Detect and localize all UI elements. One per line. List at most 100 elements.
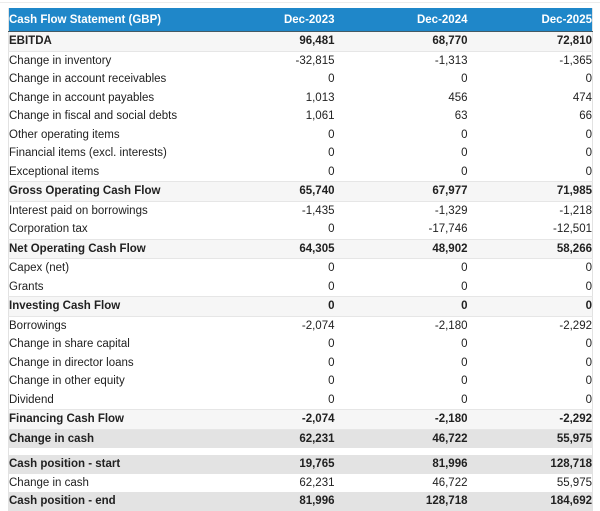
table-row: Investing Cash Flow 0 0 0	[8, 296, 593, 317]
row-value: 0	[467, 70, 593, 89]
row-value: 0	[204, 335, 335, 354]
row-value: 0	[204, 296, 335, 317]
row-label: EBITDA	[8, 31, 205, 52]
table-row: Capex (net) 0 0 0	[8, 258, 593, 278]
row-value: 55,975	[467, 473, 593, 492]
table-row: Change in director loans 0 0 0	[8, 353, 593, 372]
row-label: Grants	[8, 277, 205, 297]
row-value: 0	[204, 372, 335, 391]
row-value: 184,692	[467, 492, 593, 511]
table-row: Change in account payables 1,013 456 474	[8, 88, 593, 107]
row-value: 66	[467, 107, 593, 126]
row-value: 0	[334, 70, 468, 89]
row-label: Other operating items	[8, 125, 205, 144]
row-value: -17,746	[334, 220, 468, 239]
row-value: 0	[204, 125, 335, 144]
row-label: Change in share capital	[8, 335, 205, 354]
row-value: 67,977	[334, 181, 468, 202]
row-value: -1,365	[467, 51, 593, 70]
row-label: Change in other equity	[8, 372, 205, 391]
row-value: 0	[204, 220, 335, 239]
row-value: 0	[467, 353, 593, 372]
row-value: -32,815	[204, 51, 335, 70]
table-row: EBITDA 96,481 68,770 72,810	[8, 31, 593, 52]
row-value: 0	[204, 144, 335, 163]
table-row: Change in cash 62,231 46,722 55,975	[8, 429, 593, 448]
row-value: 62,231	[204, 429, 335, 448]
row-value: 71,985	[467, 181, 593, 202]
row-value: 0	[334, 144, 468, 163]
spacer-cell	[8, 448, 593, 455]
row-value: 0	[204, 258, 335, 278]
table-row: Other operating items 0 0 0	[8, 125, 593, 144]
row-value: 0	[334, 353, 468, 372]
table-row: Change in account receivables 0 0 0	[8, 70, 593, 89]
row-value: 0	[467, 390, 593, 410]
column-header-dec-2023: Dec-2023	[204, 8, 335, 32]
row-value: -2,292	[467, 316, 593, 335]
table-row: Change in other equity 0 0 0	[8, 372, 593, 391]
row-label: Financial items (excl. interests)	[8, 144, 205, 163]
table-row: Financial items (excl. interests) 0 0 0	[8, 144, 593, 163]
row-value: 0	[467, 277, 593, 297]
table-row: Dividend 0 0 0	[8, 390, 593, 410]
row-label: Change in cash	[8, 429, 205, 448]
column-header-dec-2024: Dec-2024	[334, 8, 468, 32]
row-label: Change in account payables	[8, 88, 205, 107]
row-value: 0	[334, 162, 468, 182]
row-value: 0	[334, 258, 468, 278]
row-value: 0	[334, 372, 468, 391]
row-value: 0	[334, 296, 468, 317]
row-value: 58,266	[467, 238, 593, 259]
table-header-row: Cash Flow Statement (GBP) Dec-2023 Dec-2…	[8, 8, 593, 32]
row-value: 1,061	[204, 107, 335, 126]
row-value: 0	[334, 390, 468, 410]
table-row: Gross Operating Cash Flow 65,740 67,977 71,…	[8, 181, 593, 202]
table-row: Cash position - end 81,996 128,718 184,692	[8, 492, 593, 511]
row-value: 0	[334, 335, 468, 354]
row-value: 0	[467, 144, 593, 163]
row-label: Cash position - start	[8, 455, 205, 474]
row-value: -1,329	[334, 201, 468, 220]
row-value: 128,718	[334, 492, 468, 511]
table-row: Change in share capital 0 0 0	[8, 335, 593, 354]
row-value: 62,231	[204, 473, 335, 492]
row-value: 0	[334, 277, 468, 297]
row-value: 0	[467, 162, 593, 182]
row-value: 0	[467, 372, 593, 391]
row-value: -1,218	[467, 201, 593, 220]
row-value: -2,180	[334, 316, 468, 335]
row-label: Borrowings	[8, 316, 205, 335]
row-value: 0	[467, 335, 593, 354]
row-label: Change in fiscal and social debts	[8, 107, 205, 126]
row-label: Financing Cash Flow	[8, 409, 205, 430]
row-label: Change in cash	[8, 473, 205, 492]
row-value: 46,722	[334, 473, 468, 492]
row-label: Net Operating Cash Flow	[8, 238, 205, 259]
table-row: Change in fiscal and social debts 1,061 63…	[8, 107, 593, 126]
column-header-dec-2025: Dec-2025	[467, 8, 593, 32]
divider	[0, 2, 600, 3]
row-value: 0	[204, 70, 335, 89]
row-value: -1,435	[204, 201, 335, 220]
row-value: 474	[467, 88, 593, 107]
row-value: 128,718	[467, 455, 593, 474]
row-value: 0	[334, 125, 468, 144]
table-row: Change in cash 62,231 46,722 55,975	[8, 473, 593, 492]
row-label: Interest paid on borrowings	[8, 201, 205, 220]
row-value: 0	[467, 125, 593, 144]
table-row: Corporation tax 0 -17,746 -12,501	[8, 220, 593, 239]
row-value: 0	[467, 258, 593, 278]
table-row: Exceptional items 0 0 0	[8, 162, 593, 182]
row-value: 0	[204, 277, 335, 297]
row-label: Corporation tax	[8, 220, 205, 239]
table-row: Interest paid on borrowings -1,435 -1,329-…	[8, 201, 593, 220]
row-value: 0	[204, 353, 335, 372]
cash-flow-table: Cash Flow Statement (GBP) Dec-2023 Dec-2…	[8, 8, 593, 511]
row-value: 81,996	[204, 492, 335, 511]
row-label: Capex (net)	[8, 258, 205, 278]
row-value: 68,770	[334, 31, 468, 52]
row-value: -2,074	[204, 409, 335, 430]
table-row: Financing Cash Flow -2,074 -2,180 -2,292	[8, 409, 593, 430]
